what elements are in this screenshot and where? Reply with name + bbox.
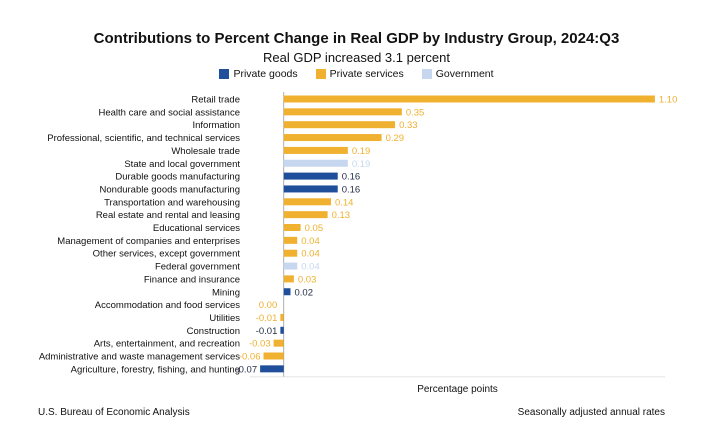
category-label: Information	[192, 120, 240, 131]
data-label: 0.00	[259, 300, 278, 311]
bar-chart: Retail trade 1.10 Health care and social a…	[0, 0, 713, 445]
bar	[284, 134, 382, 141]
data-label: 0.35	[406, 107, 425, 118]
category-label: Construction	[187, 326, 240, 337]
category-label: Arts, entertainment, and recreation	[94, 339, 240, 350]
bar	[284, 237, 297, 244]
category-label: Wholesale trade	[171, 146, 240, 157]
category-label: Agriculture, forestry, fishing, and hunt…	[71, 364, 240, 375]
bar	[284, 211, 328, 218]
data-label: 0.19	[352, 159, 371, 170]
data-label: 0.33	[399, 120, 418, 131]
category-label: Educational services	[153, 223, 240, 234]
rates-note: Seasonally adjusted annual rates	[518, 407, 665, 418]
bar	[260, 365, 284, 372]
bar	[284, 173, 338, 180]
data-label: 0.29	[386, 133, 405, 144]
bar	[284, 250, 297, 257]
category-label: Other services, except government	[93, 249, 241, 260]
bar	[284, 275, 294, 282]
data-label: -0.01	[256, 326, 278, 337]
category-label: Finance and insurance	[144, 274, 240, 285]
bar	[284, 147, 348, 154]
category-label: Durable goods manufacturing	[115, 172, 240, 183]
data-label: 1.10	[659, 95, 678, 106]
data-label: 0.03	[298, 274, 317, 285]
category-label: Professional, scientific, and technical …	[47, 133, 240, 144]
category-label: Nondurable goods manufacturing	[100, 184, 240, 195]
category-label: Accommodation and food services	[95, 300, 240, 311]
data-label: 0.05	[305, 223, 324, 234]
bar	[263, 353, 283, 360]
x-axis-title: Percentage points	[250, 384, 665, 395]
bar	[284, 121, 395, 128]
data-label: 0.16	[342, 184, 361, 195]
category-label: Administrative and waste management serv…	[39, 352, 240, 363]
bar	[274, 340, 284, 347]
category-label: Retail trade	[191, 95, 240, 106]
category-label: Transportation and warehousing	[104, 197, 240, 208]
data-label: 0.19	[352, 146, 371, 157]
bar	[284, 263, 297, 270]
data-label: -0.07	[235, 364, 257, 375]
category-label: Health care and social assistance	[98, 107, 240, 118]
data-label: -0.01	[256, 313, 278, 324]
bar	[280, 327, 283, 334]
bar	[284, 224, 301, 231]
data-label: 0.02	[294, 287, 313, 298]
category-label: Mining	[212, 287, 240, 298]
category-label: Real estate and rental and leasing	[96, 210, 240, 221]
category-label: Management of companies and enterprises	[57, 236, 240, 247]
bar	[284, 160, 348, 167]
bar	[284, 288, 291, 295]
category-label: State and local government	[124, 159, 240, 170]
data-label: 0.04	[301, 236, 320, 247]
category-label: Federal government	[155, 262, 240, 273]
data-label: 0.04	[301, 262, 320, 273]
bar	[284, 198, 331, 205]
data-label: -0.03	[249, 339, 271, 350]
bar	[280, 314, 283, 321]
data-label: 0.04	[301, 249, 320, 260]
bar	[284, 108, 402, 115]
data-label: 0.14	[335, 197, 354, 208]
data-label: 0.16	[342, 172, 361, 183]
data-label: 0.13	[332, 210, 351, 221]
bar	[284, 185, 338, 192]
source-note: U.S. Bureau of Economic Analysis	[38, 407, 190, 418]
data-label: -0.06	[239, 352, 261, 363]
bar	[284, 96, 655, 103]
category-label: Utilities	[209, 313, 240, 324]
